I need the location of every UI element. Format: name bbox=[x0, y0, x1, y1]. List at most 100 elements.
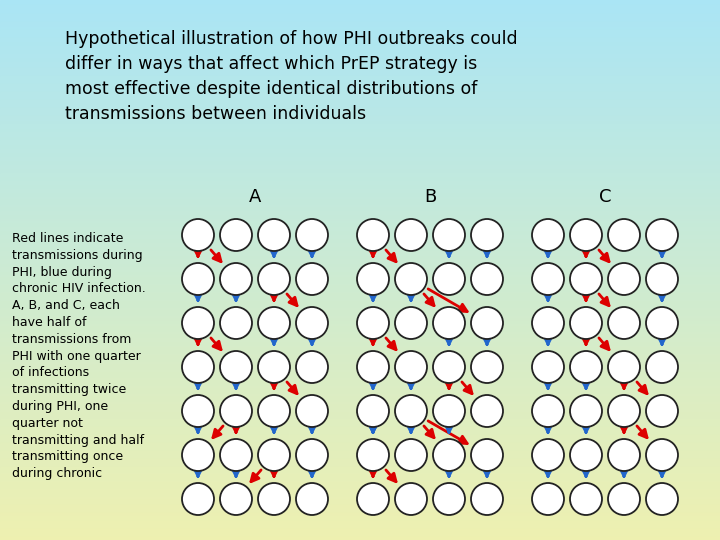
Bar bbox=[0, 513, 720, 516]
Bar bbox=[0, 157, 720, 159]
Bar bbox=[0, 46, 720, 49]
Bar bbox=[0, 510, 720, 513]
Bar bbox=[0, 248, 720, 251]
Bar bbox=[0, 327, 720, 329]
Bar bbox=[0, 324, 720, 327]
Bar bbox=[0, 475, 720, 478]
Circle shape bbox=[433, 483, 465, 515]
Circle shape bbox=[395, 219, 427, 251]
Bar bbox=[0, 270, 720, 273]
Circle shape bbox=[532, 395, 564, 427]
Bar bbox=[0, 148, 720, 151]
Bar bbox=[0, 256, 720, 259]
Bar bbox=[0, 494, 720, 497]
Circle shape bbox=[608, 351, 640, 383]
Bar bbox=[0, 313, 720, 316]
Bar bbox=[0, 329, 720, 332]
Bar bbox=[0, 416, 720, 418]
Bar bbox=[0, 57, 720, 59]
Bar bbox=[0, 386, 720, 389]
Circle shape bbox=[646, 439, 678, 471]
Bar bbox=[0, 108, 720, 111]
Circle shape bbox=[182, 263, 214, 295]
Bar bbox=[0, 240, 720, 243]
Bar bbox=[0, 0, 720, 3]
Bar bbox=[0, 197, 720, 200]
Circle shape bbox=[608, 439, 640, 471]
Bar bbox=[0, 346, 720, 348]
Bar bbox=[0, 275, 720, 278]
Bar bbox=[0, 154, 720, 157]
Bar bbox=[0, 5, 720, 8]
Bar bbox=[0, 208, 720, 211]
Circle shape bbox=[220, 351, 252, 383]
Bar bbox=[0, 243, 720, 246]
Bar bbox=[0, 483, 720, 486]
Circle shape bbox=[296, 395, 328, 427]
Bar bbox=[0, 181, 720, 184]
Circle shape bbox=[395, 307, 427, 339]
Bar bbox=[0, 194, 720, 197]
Bar bbox=[0, 508, 720, 510]
Bar bbox=[0, 427, 720, 429]
Bar bbox=[0, 27, 720, 30]
Circle shape bbox=[357, 351, 389, 383]
Bar bbox=[0, 472, 720, 475]
Bar bbox=[0, 381, 720, 383]
Bar bbox=[0, 429, 720, 432]
Circle shape bbox=[646, 395, 678, 427]
Circle shape bbox=[433, 219, 465, 251]
Bar bbox=[0, 24, 720, 27]
Circle shape bbox=[220, 263, 252, 295]
Circle shape bbox=[220, 483, 252, 515]
Bar bbox=[0, 73, 720, 76]
Bar bbox=[0, 146, 720, 148]
Bar bbox=[0, 505, 720, 508]
Bar bbox=[0, 230, 720, 232]
Bar bbox=[0, 491, 720, 494]
Bar bbox=[0, 284, 720, 286]
Bar bbox=[0, 3, 720, 5]
Circle shape bbox=[182, 351, 214, 383]
Circle shape bbox=[220, 439, 252, 471]
Bar bbox=[0, 211, 720, 213]
Circle shape bbox=[296, 351, 328, 383]
Bar bbox=[0, 486, 720, 489]
Bar bbox=[0, 162, 720, 165]
Bar bbox=[0, 38, 720, 40]
Bar bbox=[0, 308, 720, 310]
Circle shape bbox=[258, 263, 290, 295]
Bar bbox=[0, 316, 720, 319]
Circle shape bbox=[182, 483, 214, 515]
Bar bbox=[0, 535, 720, 537]
Circle shape bbox=[570, 395, 602, 427]
Bar bbox=[0, 19, 720, 22]
Circle shape bbox=[395, 351, 427, 383]
Bar bbox=[0, 440, 720, 443]
Circle shape bbox=[258, 351, 290, 383]
Bar bbox=[0, 54, 720, 57]
Bar bbox=[0, 32, 720, 35]
Bar bbox=[0, 238, 720, 240]
Bar bbox=[0, 446, 720, 448]
Bar bbox=[0, 370, 720, 373]
Bar bbox=[0, 408, 720, 410]
Bar bbox=[0, 251, 720, 254]
Bar bbox=[0, 105, 720, 108]
Bar bbox=[0, 456, 720, 459]
Bar bbox=[0, 81, 720, 84]
Bar bbox=[0, 335, 720, 338]
Bar bbox=[0, 392, 720, 394]
Circle shape bbox=[258, 483, 290, 515]
Text: Hypothetical illustration of how PHI outbreaks could
differ in ways that affect : Hypothetical illustration of how PHI out… bbox=[65, 30, 518, 123]
Bar bbox=[0, 165, 720, 167]
Bar bbox=[0, 78, 720, 81]
Bar bbox=[0, 227, 720, 229]
Bar bbox=[0, 402, 720, 405]
Bar bbox=[0, 410, 720, 413]
Circle shape bbox=[570, 439, 602, 471]
Bar bbox=[0, 356, 720, 359]
Bar bbox=[0, 11, 720, 14]
Bar bbox=[0, 130, 720, 132]
Bar bbox=[0, 167, 720, 170]
